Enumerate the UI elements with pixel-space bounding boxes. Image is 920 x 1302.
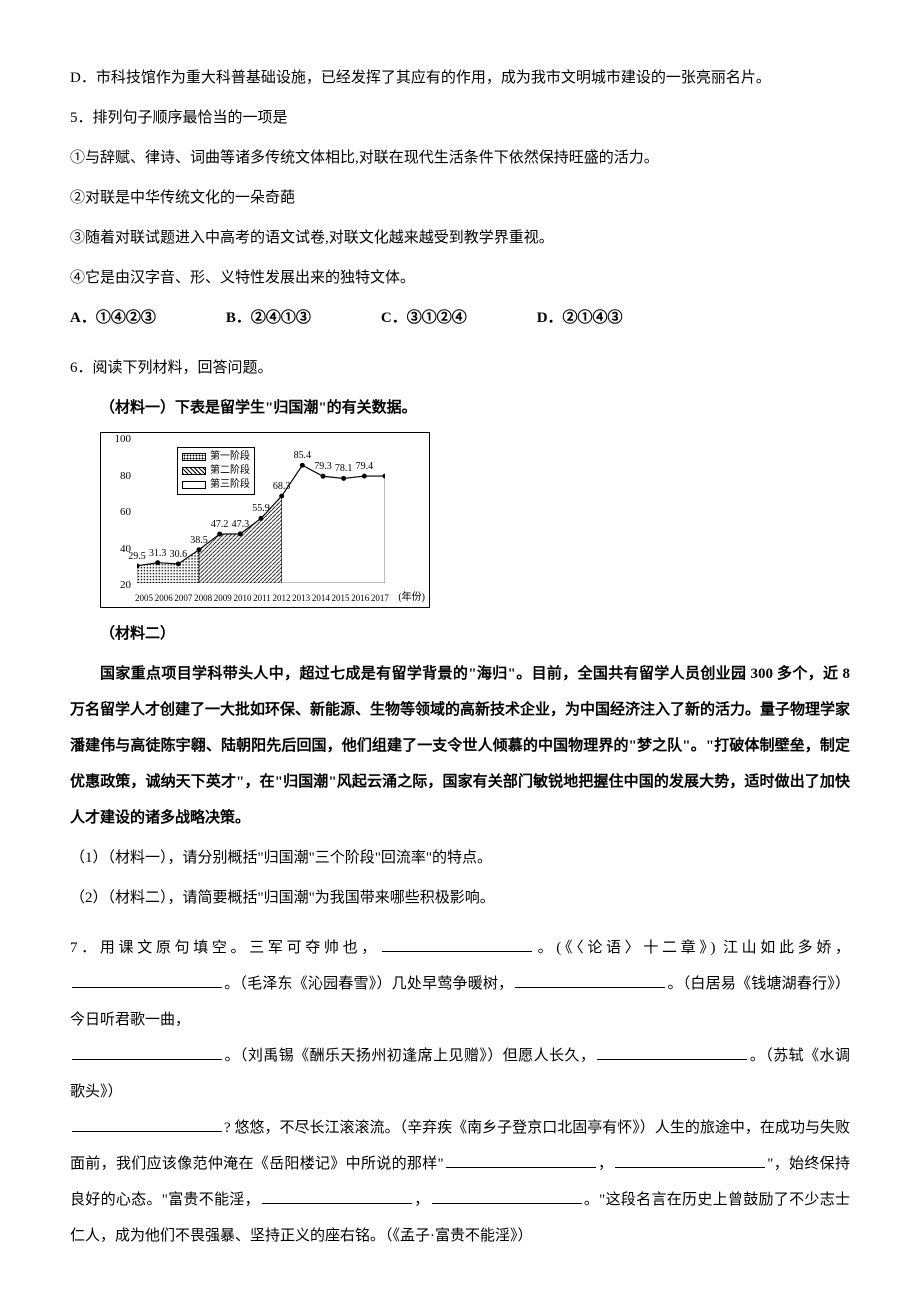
x-label: 2005 bbox=[135, 594, 153, 603]
option-d-prev: D．市科技馆作为重大科普基础设施，已经发挥了其应有的作用，成为我市文明城市建设的… bbox=[70, 60, 850, 96]
point-label: 31.3 bbox=[149, 549, 167, 559]
y-label: 80 bbox=[120, 471, 131, 482]
x-unit: (年份) bbox=[398, 593, 425, 603]
x-label: 2011 bbox=[253, 594, 271, 603]
q5-optA: A．①④②③ bbox=[70, 300, 156, 336]
q6-sub1: （1）（材料一），请分别概括"归国潮"三个阶段"回流率"的特点。 bbox=[70, 840, 850, 876]
point-label: 85.4 bbox=[294, 451, 312, 461]
x-label: 2012 bbox=[272, 594, 290, 603]
blank-1 bbox=[382, 937, 532, 952]
point-label: 47.2 bbox=[211, 520, 229, 530]
blank-2 bbox=[72, 973, 222, 988]
swatch-lines bbox=[182, 467, 206, 475]
x-axis: 2005200620072008200920102011201220132014… bbox=[135, 594, 389, 603]
q7-cite4: 。（刘禹锡《酬乐天扬州初逢席上见赠》）但愿人长久， bbox=[224, 1048, 595, 1064]
point-label: 29.5 bbox=[128, 552, 146, 562]
x-label: 2015 bbox=[332, 594, 350, 603]
blank-7b bbox=[615, 1153, 765, 1168]
y-label: 100 bbox=[115, 434, 132, 445]
blank-8a bbox=[262, 1189, 412, 1204]
legend-row-2: 第二阶段 bbox=[182, 464, 250, 478]
q6-m2-body: 国家重点项目学科带头人中，超过七成是有留学背景的"海归"。目前，全国共有留学人员… bbox=[70, 656, 850, 836]
blank-5 bbox=[597, 1045, 747, 1060]
q7-comma6: ， bbox=[598, 1156, 614, 1172]
x-label: 2006 bbox=[155, 594, 173, 603]
point-label: 79.3 bbox=[314, 462, 332, 472]
q5-optB: B．②④①③ bbox=[226, 300, 311, 336]
blank-3 bbox=[515, 973, 665, 988]
q5-s1: ①与辞赋、律诗、词曲等诸多传统文体相比,对联在现代生活条件下依然保持旺盛的活力。 bbox=[70, 140, 850, 176]
q5-s2: ②对联是中华传统文化的一朵奇葩 bbox=[70, 180, 850, 216]
point-label: 47.3 bbox=[232, 520, 250, 530]
x-label: 2009 bbox=[214, 594, 232, 603]
x-label: 2014 bbox=[312, 594, 330, 603]
q7-body: 7．用课文原句填空。三军可夺帅也， 。(《〈论语〉十二章》) 江山如此多娇， 。（毛… bbox=[70, 930, 850, 1254]
point-label: 78.1 bbox=[335, 464, 353, 474]
chart-legend: 第一阶段 第二阶段 第三阶段 bbox=[177, 447, 255, 495]
x-label: 2007 bbox=[174, 594, 192, 603]
q6-m1-title: （材料一）下表是留学生"归国潮"的有关数据。 bbox=[70, 390, 850, 426]
q5-s4: ④它是由汉字音、形、义特性发展出来的独特文体。 bbox=[70, 260, 850, 296]
x-label: 2010 bbox=[233, 594, 251, 603]
chart-plot: 29.531.330.638.547.247.355.968.385.479.3… bbox=[137, 439, 385, 583]
point-label: 79.4 bbox=[356, 462, 374, 472]
swatch-blank bbox=[182, 481, 206, 489]
q5-options: A．①④②③ B．②④①③ C．③①②④ D．②①④③ bbox=[70, 300, 850, 336]
point-label: 68.3 bbox=[273, 482, 291, 492]
x-label: 2016 bbox=[351, 594, 369, 603]
point-label: 55.9 bbox=[252, 504, 270, 514]
q7-stem-a: 7．用课文原句填空。三军可夺帅也， bbox=[70, 940, 380, 956]
q5-stem: 5．排列句子顺序最恰当的一项是 bbox=[70, 100, 850, 136]
q7-comma7: ， bbox=[414, 1192, 430, 1208]
legend-row-3: 第三阶段 bbox=[182, 478, 250, 492]
legend-row-1: 第一阶段 bbox=[182, 450, 250, 464]
q5-optD: D．②①④③ bbox=[537, 300, 623, 336]
q6-m2-title: （材料二） bbox=[70, 616, 850, 652]
q5-s3: ③随着对联试题进入中高考的语文试卷,对联文化越来越受到教学界重视。 bbox=[70, 220, 850, 256]
q5-optC: C．③①②④ bbox=[381, 300, 467, 336]
blank-7a bbox=[446, 1153, 596, 1168]
q7-cite2: 。（毛泽东《沁园春雪》）几处早莺争暖树， bbox=[224, 976, 513, 992]
swatch-dots bbox=[182, 453, 206, 461]
blank-6 bbox=[72, 1117, 222, 1132]
y-label: 20 bbox=[120, 580, 131, 591]
blank-4 bbox=[72, 1045, 222, 1060]
return-rate-chart: 10080604020 29.531.330.638.547.247.355.9… bbox=[100, 432, 430, 608]
blank-8b bbox=[432, 1189, 582, 1204]
x-label: 2008 bbox=[194, 594, 212, 603]
legend-label-2: 第二阶段 bbox=[210, 464, 250, 478]
point-label: 38.5 bbox=[190, 536, 208, 546]
legend-label-1: 第一阶段 bbox=[210, 450, 250, 464]
x-label: 2013 bbox=[292, 594, 310, 603]
q7-cite1: 。(《〈论语〉十二章》) 江山如此多娇， bbox=[534, 940, 850, 956]
legend-label-3: 第三阶段 bbox=[210, 478, 250, 492]
y-label: 60 bbox=[120, 507, 131, 518]
q6-stem: 6．阅读下列材料，回答问题。 bbox=[70, 350, 850, 386]
point-label: 30.6 bbox=[170, 550, 188, 560]
q6-sub2: （2）（材料二），请简要概括"归国潮"为我国带来哪些积极影响。 bbox=[70, 880, 850, 916]
x-label: 2017 bbox=[371, 594, 389, 603]
